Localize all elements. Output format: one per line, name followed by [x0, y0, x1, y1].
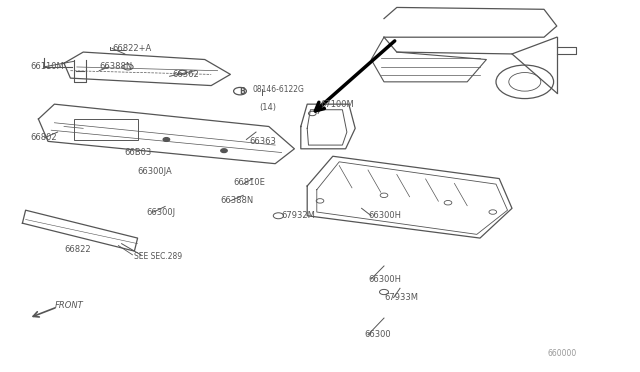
Text: 67932M: 67932M — [282, 211, 316, 220]
Text: 66300H: 66300H — [368, 275, 401, 283]
Text: 66802: 66802 — [31, 133, 58, 142]
Text: 66110M: 66110M — [31, 62, 65, 71]
Text: B: B — [239, 87, 244, 96]
Text: 08146-6122G: 08146-6122G — [253, 85, 305, 94]
Text: FRONT: FRONT — [54, 301, 83, 310]
Text: SEE SEC.289: SEE SEC.289 — [134, 252, 182, 261]
Text: 66810E: 66810E — [234, 178, 266, 187]
Text: 66B03: 66B03 — [125, 148, 152, 157]
Text: 66300J: 66300J — [146, 208, 175, 217]
Text: 66300: 66300 — [365, 330, 392, 339]
Circle shape — [221, 149, 227, 153]
Text: 67100M: 67100M — [320, 100, 354, 109]
Text: 67933M: 67933M — [384, 293, 418, 302]
Text: 66822+A: 66822+A — [112, 44, 151, 53]
Text: 66388N: 66388N — [221, 196, 254, 205]
Text: 66822: 66822 — [64, 245, 91, 254]
Circle shape — [163, 138, 170, 141]
Text: (14): (14) — [259, 103, 276, 112]
Text: 660000: 660000 — [547, 349, 577, 358]
Text: 66363: 66363 — [250, 137, 276, 146]
Text: 66300JA: 66300JA — [138, 167, 172, 176]
Text: 66300H: 66300H — [368, 211, 401, 220]
Text: 66362: 66362 — [173, 70, 200, 79]
Text: 66388N: 66388N — [99, 62, 132, 71]
